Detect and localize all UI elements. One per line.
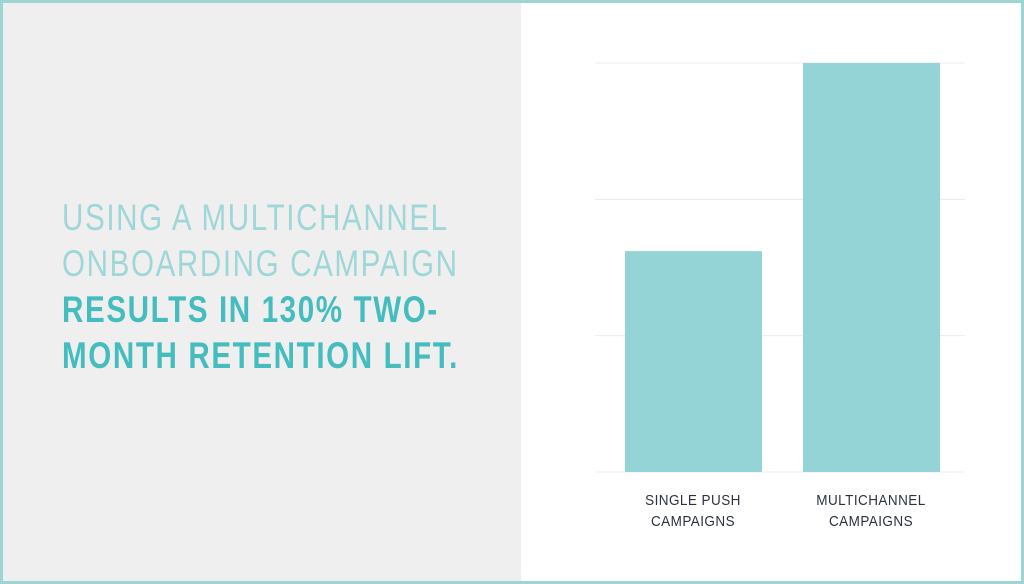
- headline-line: ONBOARDING CAMPAIGN: [62, 243, 459, 284]
- bar-multichannel: [803, 63, 940, 472]
- headline-panel: USING A MULTICHANNEL ONBOARDING CAMPAIGN…: [3, 3, 521, 581]
- x-tick-label-line: CAMPAIGNS: [828, 513, 914, 530]
- headline-line-emphasis: RESULTS IN 130% TWO-: [62, 289, 439, 330]
- x-tick-label-line: CAMPAIGNS: [650, 513, 736, 530]
- headline-line-emphasis: MONTH RETENTION LIFT.: [62, 335, 459, 376]
- bar-chart: [595, 62, 965, 473]
- headline: USING A MULTICHANNEL ONBOARDING CAMPAIGN…: [62, 195, 542, 379]
- x-tick-label-multichannel: MULTICHANNEL CAMPAIGNS: [790, 490, 952, 532]
- slide: USING A MULTICHANNEL ONBOARDING CAMPAIGN…: [3, 3, 1021, 581]
- x-tick-label-line: SINGLE PUSH: [645, 492, 741, 509]
- bar-single-push: [625, 251, 762, 472]
- headline-line: USING A MULTICHANNEL: [62, 197, 449, 238]
- x-tick-label-line: MULTICHANNEL: [816, 492, 926, 509]
- x-tick-label-single-push: SINGLE PUSH CAMPAIGNS: [612, 490, 774, 532]
